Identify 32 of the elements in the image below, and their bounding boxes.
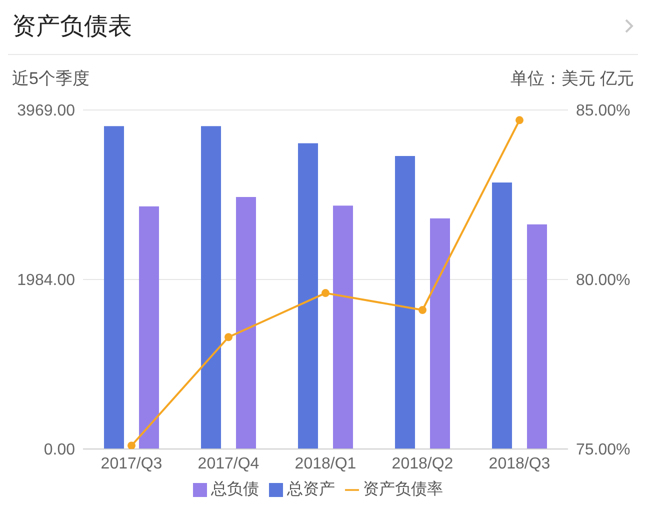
point <box>224 333 232 342</box>
x-tick-label: 2017/Q4 <box>198 455 260 472</box>
bar <box>333 206 353 449</box>
x-tick-label: 2018/Q1 <box>294 455 356 472</box>
chart-subtitle: 近5个季度 <box>12 68 90 90</box>
point <box>418 306 426 314</box>
text: 单位：美元 亿元 <box>510 68 634 90</box>
bar <box>395 156 415 449</box>
legend-label: 总资产 <box>287 481 335 498</box>
legend-label: 总负债 <box>211 481 259 498</box>
point <box>516 116 524 124</box>
x-tick-label: 2018/Q2 <box>392 455 454 472</box>
bar <box>527 224 547 449</box>
bar <box>201 126 221 449</box>
y2-tick-label: 85.00% <box>576 102 630 120</box>
point <box>322 289 330 298</box>
point <box>128 442 136 449</box>
legend-label: 资产负债率 <box>363 481 443 498</box>
y-tick-label: 3969.00 <box>17 102 76 120</box>
bar <box>298 143 318 449</box>
x-tick-label: 2018/Q3 <box>488 455 550 472</box>
bar <box>139 206 159 449</box>
bar <box>492 182 512 449</box>
bar <box>104 126 124 449</box>
bar <box>236 197 256 449</box>
y-tick-label: 1984.00 <box>17 272 76 290</box>
bar <box>430 218 450 449</box>
x-tick-label: 2017/Q3 <box>100 455 162 472</box>
chart-title: 资产负债表 <box>12 12 132 42</box>
y2-tick-label: 75.00% <box>576 442 630 459</box>
y-tick-label: 0.00 <box>44 442 76 459</box>
y2-tick-label: 80.00% <box>576 272 630 290</box>
